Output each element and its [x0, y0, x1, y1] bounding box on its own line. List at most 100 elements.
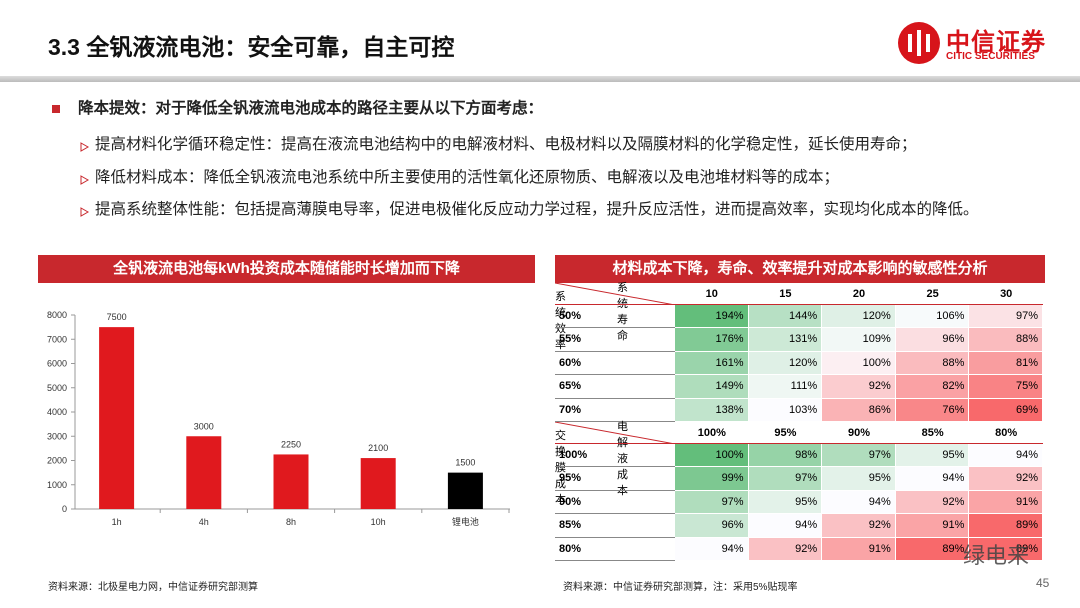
data-label: 2100: [368, 443, 388, 453]
row-label: 90%: [555, 491, 675, 515]
table-cell: 149%: [675, 375, 749, 399]
table-cell: 106%: [895, 305, 970, 329]
row-label: 85%: [555, 514, 675, 538]
table-cell: 95%: [895, 444, 970, 468]
table-cell: 97%: [748, 467, 823, 491]
table-cell: 92%: [822, 375, 896, 399]
bullet-item: 提高材料化学循环稳定性：提高在液流电池结构中的电解液材料、电极材料以及隔膜材料的…: [95, 136, 917, 153]
table-cell: 76%: [895, 398, 970, 422]
source-note: 资料来源：中信证券研究部测算，注：采用5%贴现率: [563, 582, 798, 593]
table-cell: 138%: [675, 398, 749, 422]
column-header: 15: [779, 288, 792, 300]
table-cell: 82%: [895, 375, 970, 399]
table-cell: 95%: [822, 467, 896, 491]
table-cell: 69%: [969, 398, 1043, 422]
table-cell: 176%: [675, 328, 749, 352]
table-cell: 89%: [969, 537, 1043, 561]
bar: [447, 472, 483, 509]
table-cell: 99%: [675, 467, 749, 491]
corner-row-label: 系统效率: [555, 291, 566, 351]
row-label: 95%: [555, 467, 675, 491]
table-cell: 91%: [822, 537, 896, 561]
row-label: 50%: [555, 305, 675, 329]
bar: [99, 327, 135, 509]
table-cell: 111%: [748, 375, 823, 399]
table-cell: 100%: [675, 444, 749, 468]
table-cell: 194%: [675, 305, 749, 329]
header-rule: [555, 304, 1043, 305]
column-header: 25: [926, 288, 939, 300]
page-number: 45: [1036, 576, 1050, 590]
y-tick-label: 2000: [47, 456, 67, 466]
table-cell: 89%: [969, 514, 1043, 538]
sub-bullet-markers: [80, 142, 90, 217]
table-title: 材料成本下降，寿命、效率提升对成本影响的敏感性分析: [555, 255, 1045, 283]
table-cell: 97%: [969, 305, 1043, 329]
data-label: 1500: [455, 458, 475, 468]
y-tick-label: 6000: [47, 359, 67, 369]
table-cell: 94%: [895, 467, 970, 491]
y-tick-label: 8000: [47, 310, 67, 320]
table-cell: 120%: [748, 351, 823, 376]
bar: [273, 454, 309, 509]
y-tick-label: 1000: [47, 480, 67, 490]
table-cell: 98%: [748, 444, 823, 468]
x-tick-label: 4h: [199, 517, 209, 527]
row-label: 60%: [555, 352, 675, 376]
column-header: 95%: [774, 427, 797, 439]
table-cell: 100%: [822, 351, 896, 376]
table-cell: 75%: [969, 375, 1043, 399]
x-tick-label: 1h: [112, 517, 122, 527]
column-header: 20: [852, 288, 866, 300]
column-header: 85%: [921, 427, 944, 439]
bullet-marker: [52, 105, 60, 113]
table-cell: 161%: [675, 351, 749, 376]
row-label: 100%: [555, 444, 675, 468]
column-header: 90%: [847, 427, 870, 439]
table-cell: 92%: [895, 490, 970, 515]
row-label: 65%: [555, 375, 675, 399]
y-tick-label: 0: [62, 504, 67, 514]
bar: [360, 458, 396, 509]
watermark: 绿电来: [963, 543, 1030, 568]
y-tick-label: 7000: [47, 334, 67, 344]
table-cell: 95%: [748, 490, 823, 515]
table-cell: 92%: [969, 467, 1043, 491]
table-cell: 94%: [675, 537, 749, 561]
logo-subtext: CITIC SECURITIES: [946, 51, 1035, 62]
bar: [186, 436, 222, 509]
header-rule: [555, 443, 1043, 444]
table-cell: 88%: [895, 351, 970, 376]
data-label: 3000: [194, 421, 214, 431]
corner-diagonal: [555, 283, 675, 305]
x-tick-label: 10h: [371, 517, 386, 527]
corner-row-label: 交换膜成本: [555, 430, 566, 506]
chart: 0 1000 2000 3000 4000 5000 6000 7000 8000 1h 7500 4…: [47, 310, 510, 527]
header-rule: [0, 76, 1080, 82]
table-cell: 94%: [969, 444, 1043, 468]
row-label: 55%: [555, 328, 675, 352]
table-cell: 96%: [895, 328, 970, 352]
table-cell: 92%: [748, 537, 823, 561]
x-tick-label: 锂电池: [452, 516, 479, 527]
table-cell: 94%: [748, 514, 823, 538]
source-note: 资料来源：北极星电力网，中信证券研究部测算: [48, 582, 258, 593]
data-label: 2250: [281, 439, 301, 449]
table-cell: 96%: [675, 514, 749, 538]
x-tick-label: 8h: [286, 517, 296, 527]
table-cell: 92%: [822, 514, 896, 538]
y-tick-label: 5000: [47, 383, 67, 393]
table-cell: 131%: [748, 328, 823, 352]
table-cell: 86%: [822, 398, 896, 422]
table-cell: 89%: [895, 537, 970, 561]
bullet-item: 提高系统整体性能：包括提高薄膜电导率，促进电极催化反应动力学过程，提升反应活性，…: [95, 201, 979, 218]
table-cell: 103%: [748, 398, 823, 422]
corner-diagonal: [555, 422, 675, 444]
column-header: 80%: [995, 427, 1018, 439]
logo-mark: [898, 22, 940, 64]
bullet-item: 降低材料成本：降低全钒液流电池系统中所主要使用的活性氧化还原物质、电解液以及电池…: [95, 169, 840, 186]
table-cell: 91%: [969, 490, 1043, 515]
table-cell: 144%: [748, 305, 823, 329]
table-cell: 97%: [822, 444, 896, 468]
